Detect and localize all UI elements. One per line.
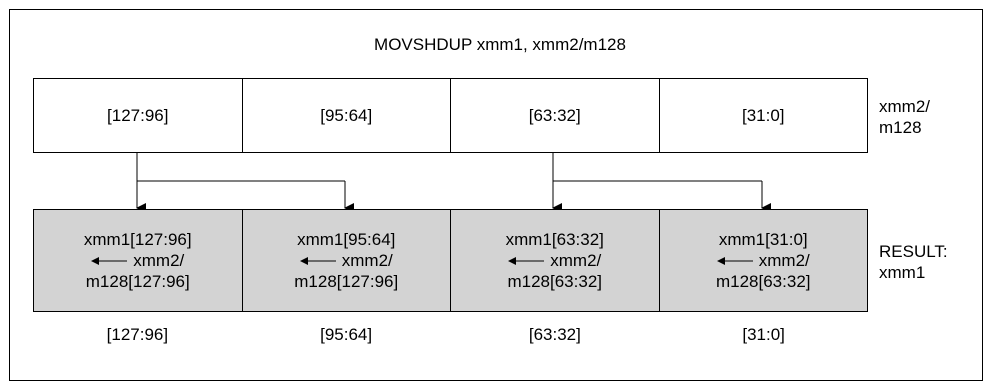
result-cell-src-bits: m128[63:32] [715,272,811,291]
result-row: xmm1[127:96] xmm2/ m128[127:96] xmm1[95:… [33,209,868,312]
result-cell-src: xmm2/ [550,251,602,270]
bit-label-127-96: [127:96] [106,325,169,344]
result-cell-dest: xmm1[127:96] [83,230,192,249]
bit-range-labels: [127:96] [95:64] [63:32] [31:0] [33,325,868,345]
diagram-frame [9,9,983,381]
result-cell-src-bits: m128[127:96] [294,272,399,291]
bit-label-95-64: [95:64] [320,325,373,344]
source-cell-63-32: [63:32] [450,79,659,152]
result-cell-dest: xmm1[63:32] [505,230,604,249]
source-label-line1: xmm2/ [879,97,930,116]
source-cell-127-96: [127:96] [107,105,169,125]
result-label: RESULT: xmm1 [879,241,948,283]
result-cell-95-64: xmm1[95:64] xmm2/ m128[127:96] [241,210,451,311]
source-label: xmm2/ m128 [879,96,930,138]
left-arrow-icon [508,256,545,265]
left-arrow-icon [91,256,128,265]
result-cell-src: xmm2/ [758,251,810,270]
result-cell-src: xmm2/ [133,251,185,270]
diagram-title: MOVSHDUP xmm1, xmm2/m128 [374,35,626,54]
left-arrow-icon [716,256,753,265]
source-cell-95-64: [95:64] [241,79,451,152]
left-arrow-icon [299,256,336,265]
result-cell-src: xmm2/ [341,251,393,270]
result-cell-63-32: xmm1[63:32] xmm2/ m128[63:32] [450,210,659,311]
source-cell-31-0: [31:0] [658,79,868,152]
bit-label-31-0: [31:0] [742,325,785,344]
result-cell-src-bits: m128[127:96] [85,272,190,291]
source-operand-row: [127:96] [95:64] [63:32] [31:0] [33,78,868,153]
result-label-line2: xmm1 [879,263,926,282]
result-label-line1: RESULT: [879,242,948,261]
result-cell-31-0: xmm1[31:0] xmm2/ m128[63:32] [658,210,868,311]
result-cell-dest: xmm1[31:0] [718,230,808,249]
result-cell-src-bits: m128[63:32] [507,272,602,291]
result-cell-127-96: xmm1[127:96] xmm2/ m128[127:96] [34,210,242,311]
source-label-line2: m128 [879,118,922,137]
bit-label-63-32: [63:32] [528,325,581,344]
result-cell-dest: xmm1[95:64] [297,230,396,249]
